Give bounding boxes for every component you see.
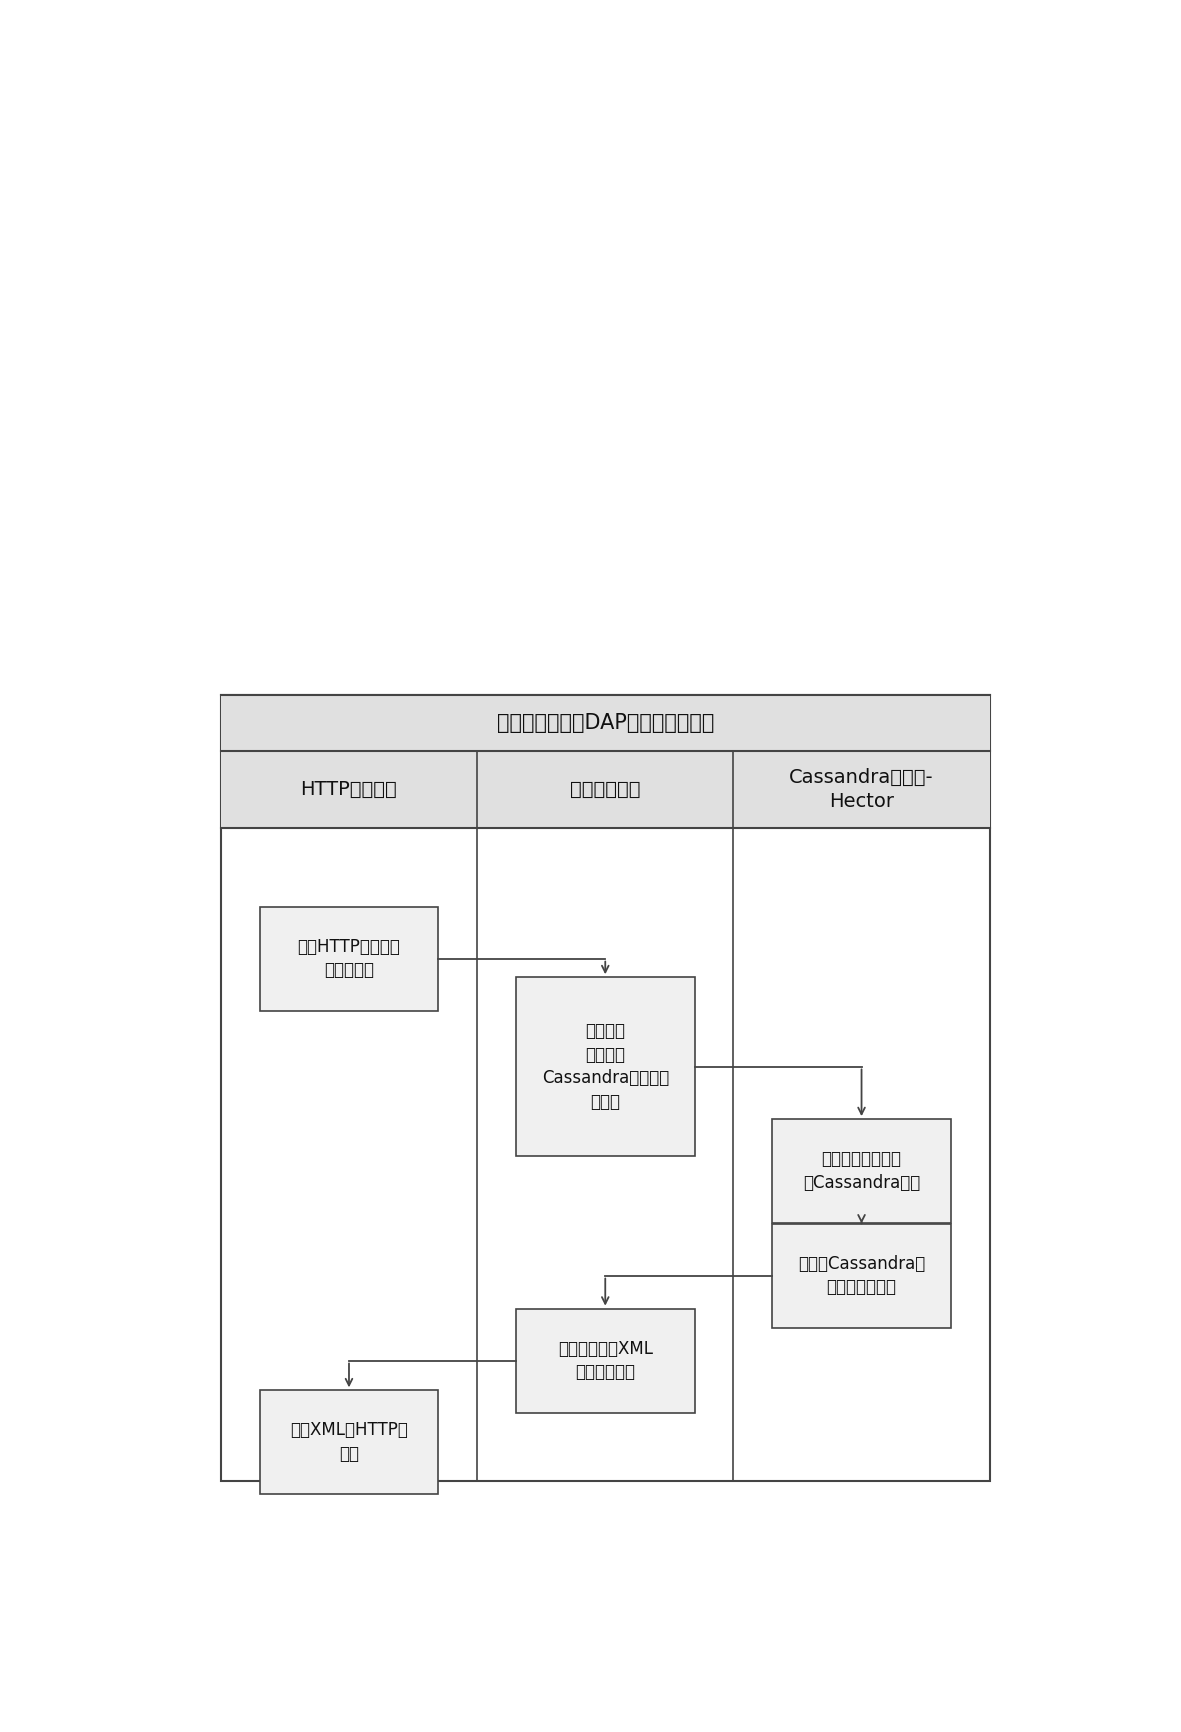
Text: 得到从Cassandra集
群中返回的数据: 得到从Cassandra集 群中返回的数据 xyxy=(798,1254,925,1297)
Bar xyxy=(221,695,990,750)
Text: HTTP服务模块: HTTP服务模块 xyxy=(301,779,397,798)
Bar xyxy=(772,1223,951,1328)
Text: 接收HTTP客户端数
据查询请求: 接收HTTP客户端数 据查询请求 xyxy=(298,939,400,980)
Text: 数据处理模块: 数据处理模块 xyxy=(570,779,640,798)
Bar xyxy=(772,1119,951,1223)
Text: 返回XML给HTTP客
户端: 返回XML给HTTP客 户端 xyxy=(291,1422,407,1464)
Bar xyxy=(260,906,438,1011)
Text: 将查询结果以XML
数据形式封装: 将查询结果以XML 数据形式封装 xyxy=(557,1341,653,1382)
Text: 发送数据查询请求
至Cassandra集群: 发送数据查询请求 至Cassandra集群 xyxy=(803,1150,920,1192)
Text: Cassandra客户端-
Hector: Cassandra客户端- Hector xyxy=(789,767,934,811)
Bar xyxy=(516,1309,694,1413)
Bar xyxy=(221,750,990,828)
Bar xyxy=(260,1391,438,1495)
Text: 数据访问服务器DAP数据处理流程图: 数据访问服务器DAP数据处理流程图 xyxy=(496,712,715,733)
Text: 解析请求
生成符合
Cassandra格式的请
求数据: 解析请求 生成符合 Cassandra格式的请 求数据 xyxy=(542,1022,668,1110)
Bar xyxy=(221,695,990,1481)
Bar xyxy=(516,977,694,1155)
